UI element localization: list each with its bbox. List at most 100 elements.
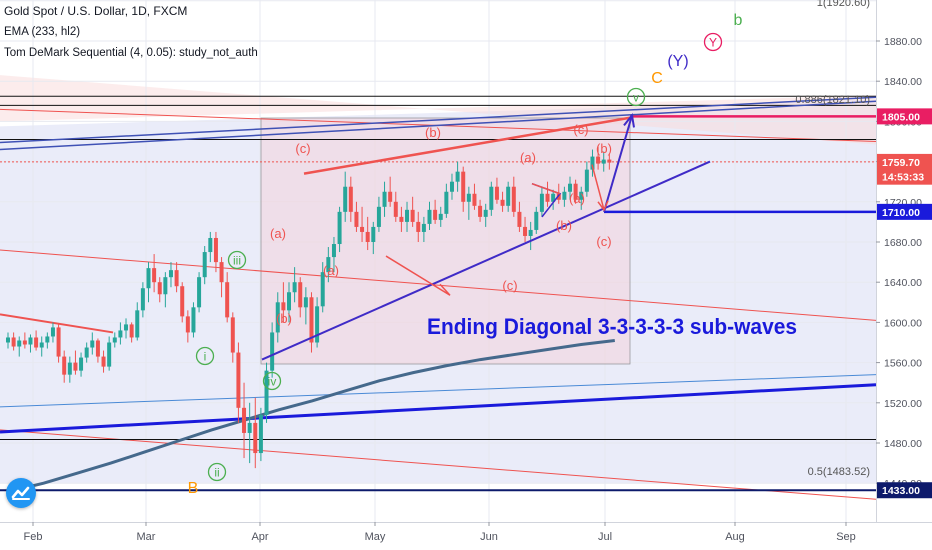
candle-body[interactable] bbox=[140, 288, 145, 311]
candle-body[interactable] bbox=[427, 209, 432, 224]
candle-body[interactable] bbox=[556, 193, 561, 200]
candle-body[interactable] bbox=[242, 407, 247, 433]
candle-body[interactable] bbox=[197, 277, 202, 308]
price-label-text[interactable]: 1805.00 bbox=[882, 111, 920, 123]
candle-body[interactable] bbox=[528, 229, 533, 236]
candle-body[interactable] bbox=[264, 370, 269, 415]
candle-body[interactable] bbox=[461, 171, 466, 202]
trend-line-blue-upper[interactable] bbox=[0, 100, 877, 151]
trend-line-red-lower[interactable] bbox=[0, 429, 877, 500]
price-label-text[interactable]: 14:53:33 bbox=[882, 172, 924, 184]
trend-line-blue-thin[interactable] bbox=[0, 374, 877, 408]
time-axis[interactable] bbox=[0, 522, 932, 550]
candle-body[interactable] bbox=[6, 337, 10, 343]
trend-line-blue-upper-2[interactable] bbox=[0, 96, 877, 144]
wave-label[interactable]: (a) bbox=[270, 226, 286, 241]
candle-body[interactable] bbox=[315, 306, 320, 343]
wave-label[interactable]: (c) bbox=[502, 278, 517, 293]
indicator-td-sequential-label[interactable]: Tom DeMark Sequential (4, 0.05): study_n… bbox=[4, 47, 258, 59]
candle-body[interactable] bbox=[163, 277, 168, 295]
candle-body[interactable] bbox=[124, 324, 129, 331]
candle-body[interactable] bbox=[79, 357, 84, 371]
candle-body[interactable] bbox=[444, 191, 449, 214]
candle-body[interactable] bbox=[472, 193, 477, 206]
trend-line-red-mid[interactable] bbox=[0, 249, 877, 321]
candle-body[interactable] bbox=[399, 216, 404, 222]
red-arrow-down[interactable] bbox=[591, 164, 605, 211]
tradingview-logo-icon[interactable] bbox=[6, 478, 36, 508]
wave-label[interactable]: B bbox=[188, 480, 199, 497]
candle-body[interactable] bbox=[337, 211, 342, 245]
candle-body[interactable] bbox=[101, 356, 106, 367]
wave-label[interactable]: b bbox=[734, 12, 743, 29]
wave-label[interactable]: Y bbox=[709, 36, 717, 50]
candle-body[interactable] bbox=[168, 270, 173, 278]
wave-label[interactable]: C bbox=[651, 70, 663, 87]
candle-body[interactable] bbox=[236, 352, 241, 408]
candle-body[interactable] bbox=[438, 213, 443, 220]
candle-body[interactable] bbox=[90, 340, 95, 348]
candle-body[interactable] bbox=[258, 414, 263, 454]
candle-body[interactable] bbox=[39, 342, 44, 348]
price-label-box[interactable] bbox=[877, 168, 932, 185]
candle-body[interactable] bbox=[455, 171, 460, 182]
candle-body[interactable] bbox=[45, 336, 50, 343]
candle-body[interactable] bbox=[478, 205, 483, 217]
diagonal-upper-line[interactable] bbox=[303, 116, 633, 175]
symbol-title[interactable]: Gold Spot / U.S. Dollar, 1D, FXCM bbox=[4, 4, 188, 18]
wave-label[interactable]: iv bbox=[268, 375, 277, 389]
candle-body[interactable] bbox=[393, 201, 398, 217]
candle-body[interactable] bbox=[191, 307, 196, 333]
candle-body[interactable] bbox=[129, 324, 134, 338]
candle-body[interactable] bbox=[73, 362, 78, 371]
wave-label[interactable]: iii bbox=[233, 254, 241, 268]
candle-body[interactable] bbox=[534, 211, 539, 230]
candle-body[interactable] bbox=[416, 221, 421, 232]
candle-body[interactable] bbox=[494, 186, 499, 200]
candle-body[interactable] bbox=[489, 186, 494, 210]
wave-label[interactable]: (b) bbox=[425, 125, 441, 140]
candle-body[interactable] bbox=[517, 211, 522, 227]
candle-body[interactable] bbox=[157, 282, 162, 295]
candle-body[interactable] bbox=[112, 337, 117, 343]
candle-body[interactable] bbox=[382, 191, 387, 207]
candle-body[interactable] bbox=[253, 422, 258, 454]
candle-body[interactable] bbox=[584, 169, 589, 192]
price-label-text[interactable]: 1710.00 bbox=[882, 207, 920, 219]
candle-body[interactable] bbox=[225, 282, 230, 318]
annotation-text[interactable]: Ending Diagonal 3-3-3-3-3 sub-waves bbox=[427, 314, 797, 339]
wave-label[interactable]: (b) bbox=[556, 218, 572, 233]
indicator-ema-label[interactable]: EMA (233, hl2) bbox=[4, 26, 81, 38]
candle-body[interactable] bbox=[433, 209, 438, 220]
candle-body[interactable] bbox=[539, 193, 544, 212]
candle-body[interactable] bbox=[180, 286, 185, 317]
candle-body[interactable] bbox=[320, 272, 325, 307]
price-label-box[interactable] bbox=[877, 108, 932, 125]
candle-body[interactable] bbox=[84, 347, 89, 358]
candle-body[interactable] bbox=[213, 237, 218, 263]
ema-line[interactable] bbox=[9, 339, 615, 493]
candle-body[interactable] bbox=[185, 316, 190, 333]
candle-body[interactable] bbox=[466, 193, 471, 202]
candle-body[interactable] bbox=[421, 223, 426, 232]
candle-body[interactable] bbox=[208, 237, 213, 253]
price-label-box[interactable] bbox=[877, 153, 932, 170]
candle-body[interactable] bbox=[309, 297, 314, 343]
candle-body[interactable] bbox=[28, 337, 33, 345]
candle-body[interactable] bbox=[275, 302, 280, 333]
candle-body[interactable] bbox=[360, 226, 365, 232]
candle-body[interactable] bbox=[607, 159, 612, 163]
candle-body[interactable] bbox=[230, 317, 235, 353]
candle-body[interactable] bbox=[331, 244, 336, 258]
candle-body[interactable] bbox=[601, 159, 606, 164]
wave-label[interactable]: (b) bbox=[596, 141, 612, 156]
candle-body[interactable] bbox=[50, 327, 55, 337]
price-label-text[interactable]: 1433.00 bbox=[882, 485, 920, 497]
wave-label[interactable]: (c) bbox=[596, 234, 611, 249]
trend-line-blue-thick[interactable] bbox=[0, 383, 877, 434]
candle-body[interactable] bbox=[303, 297, 308, 308]
red-arrow-mid[interactable] bbox=[385, 255, 451, 296]
candle-body[interactable] bbox=[568, 183, 572, 192]
candle-body[interactable] bbox=[354, 211, 359, 227]
